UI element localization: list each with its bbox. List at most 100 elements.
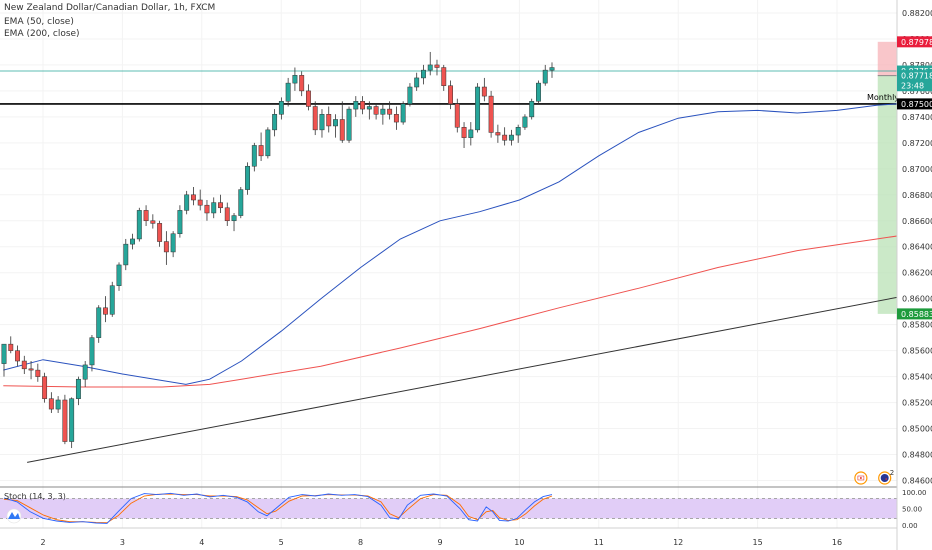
candle-body [393,114,399,123]
badge-text: 0.87718 [901,72,932,81]
badge-text: 0.87978 [901,38,932,47]
candle [190,187,196,206]
candle [400,101,406,125]
candle-body [116,264,122,286]
candle [8,336,14,354]
price-tick-label: 0.87800 [902,61,932,70]
candle [109,281,115,317]
price-tick-label: 0.85000 [902,425,932,434]
time-tick-label: 4 [199,538,204,547]
badge-bg [897,36,932,48]
candle-body [305,90,311,107]
candle [62,394,68,445]
candle [529,98,535,120]
price-tick-label: 0.88200 [902,9,932,18]
candle [434,59,440,76]
candle-body [218,202,223,209]
price-tick-label: 0.87600 [902,87,932,96]
candle-body [82,364,88,380]
candle-body [170,233,176,253]
price-tick-label: 0.87400 [902,113,932,122]
candle [549,62,555,78]
logo-wave [8,512,20,519]
candle [515,124,521,143]
candle [136,207,142,242]
candle [502,127,508,146]
candle [150,214,156,229]
stoch-k-line [3,492,553,524]
price-axis[interactable]: 0.882000.880000.878000.876000.874000.872… [896,0,932,550]
candle [245,162,251,195]
candle [82,361,88,388]
price-tick-label: 0.85800 [902,321,932,330]
candle [475,83,481,133]
price-tick-label: 0.85600 [902,347,932,356]
candle-body [35,369,41,377]
candle-body [454,103,460,128]
candle-body [69,398,75,442]
candle-body [522,116,528,128]
candle [143,205,149,226]
candle-body [515,127,521,136]
event-count: 2 [890,469,894,477]
canada-flag-icon[interactable] [854,471,868,485]
candle-body [285,82,291,102]
candle-body [204,204,210,214]
trendline[interactable] [27,296,898,463]
candle [366,101,372,120]
candle-body [299,75,305,92]
price-tick-label: 0.86800 [902,191,932,200]
candle-body [89,337,95,366]
candlestick-series [1,51,555,449]
candle [35,363,41,382]
candle [75,376,81,406]
candle-body [434,64,440,68]
symbol-title: New Zealand Dollar/Canadian Dollar, 1h, … [4,3,216,13]
candle-body [441,67,447,86]
candle [441,64,447,91]
candle-body [190,194,196,201]
candle [116,262,122,291]
stoch-band-fill [0,498,897,519]
candle-body [231,215,237,222]
price-tick-label: 0.84800 [902,451,932,460]
candle [15,345,20,367]
ema-50-line [3,101,932,385]
price-badge-take-profit: 0.85883 [897,308,932,320]
price-badge-entry: 0.87718 [897,70,932,82]
nz-star [885,478,887,480]
candle-body [448,85,453,105]
candle-body [414,77,420,88]
badge-text: 23:48 [901,82,924,91]
candle [258,132,264,162]
candle-body [75,378,81,399]
ema50-legend: EMA (50, close) [4,17,74,27]
candle-body [21,360,27,370]
time-tick-label: 9 [437,538,442,547]
badge-text: 0.85883 [901,310,932,319]
candle-body [380,108,386,115]
tradingview-logo-icon [6,508,22,524]
candle-body [197,199,203,206]
candle [157,220,163,247]
candle [177,205,183,238]
candle [333,114,338,138]
candle [353,96,359,117]
candle [373,103,379,120]
candle [103,296,108,323]
price-badge-monthly-level: 0.87500 [897,98,932,110]
candle [96,305,102,343]
time-axis[interactable]: 2 3 4 5 8 9 10 11 12 15 16 [0,527,897,547]
candle [414,72,420,91]
candle-body [42,376,48,399]
stoch-tick-label: 0.00 [902,522,918,530]
candle [421,64,426,85]
candle-body [481,86,487,97]
price-tick-label: 0.84600 [902,477,932,486]
candle-body [251,145,257,167]
candle-body [312,106,318,131]
new-zealand-flag-icon[interactable]: 2 [878,469,894,485]
stoch-d-line [3,493,553,524]
economic-events-row[interactable]: 222 [854,469,932,485]
